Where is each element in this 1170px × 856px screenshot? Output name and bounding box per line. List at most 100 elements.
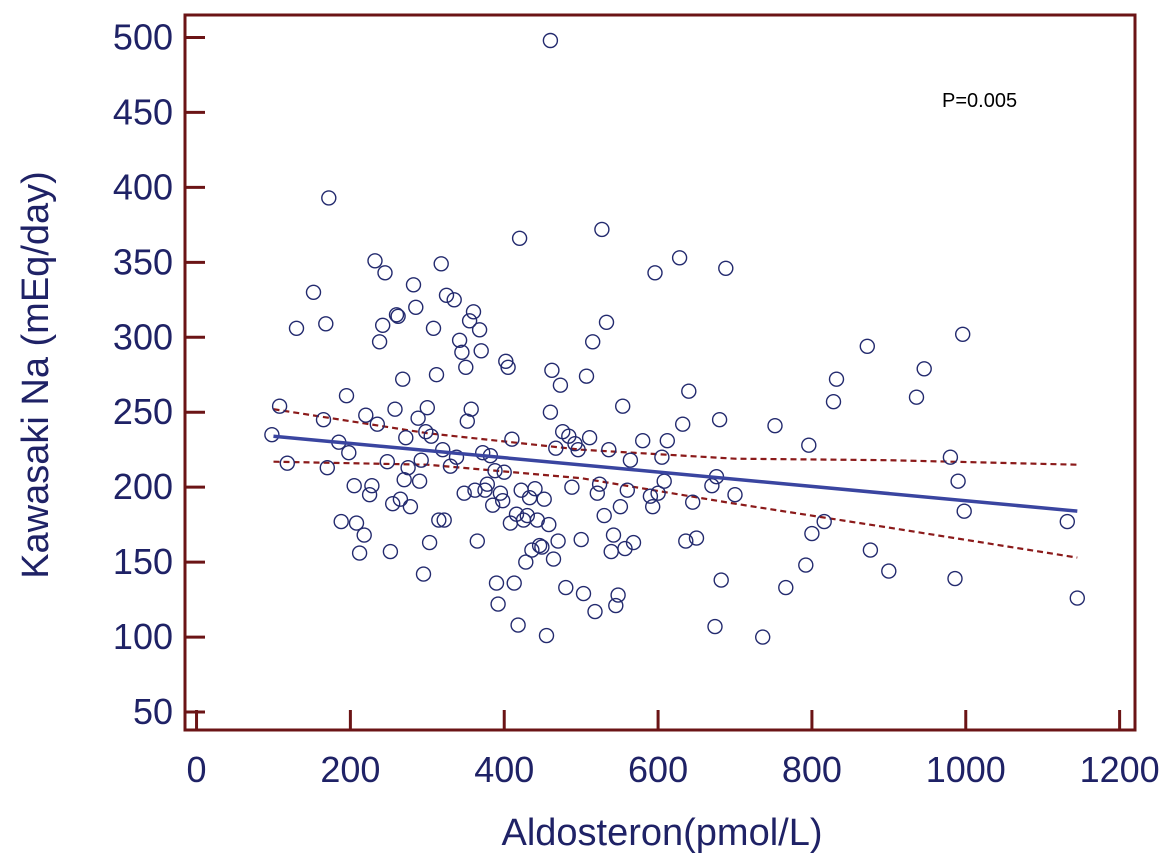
data-point (816, 513, 832, 530)
data-point (333, 513, 349, 530)
data-point (538, 627, 555, 644)
data-point (465, 304, 482, 320)
data-point (425, 320, 442, 336)
data-point (410, 410, 426, 426)
data-point (534, 539, 550, 555)
data-point (642, 488, 659, 504)
data-point (603, 543, 619, 560)
data-point (390, 308, 406, 324)
data-point (645, 499, 661, 515)
y-tick-label: 300 (113, 316, 173, 357)
data-point (681, 383, 697, 399)
data-point (392, 491, 409, 507)
x-tick-label: 800 (782, 749, 842, 790)
data-point (541, 516, 557, 533)
data-point (575, 585, 592, 602)
data-point (288, 320, 305, 336)
data-point (778, 579, 794, 596)
data-point (647, 265, 663, 281)
data-point (798, 557, 814, 573)
data-point (510, 617, 526, 633)
data-point (367, 253, 383, 269)
data-point (492, 485, 509, 501)
data-point (589, 485, 605, 501)
data-point (448, 449, 465, 465)
data-point (385, 496, 401, 512)
data-point (587, 603, 603, 620)
data-point (346, 478, 362, 494)
data-point (377, 265, 393, 281)
x-tick-label: 1200 (1080, 749, 1160, 790)
data-point (454, 344, 470, 360)
data-point (369, 416, 385, 432)
data-point (264, 427, 280, 443)
data-point (382, 543, 399, 560)
y-tick-label: 100 (113, 616, 173, 657)
data-point (578, 368, 595, 384)
data-point (617, 540, 633, 557)
y-tick-label: 250 (113, 391, 173, 432)
data-point (942, 449, 959, 465)
data-point (358, 407, 374, 423)
data-point (524, 542, 540, 558)
data-point (656, 473, 672, 489)
confidence-band (273, 408, 1078, 559)
data-point (321, 190, 337, 206)
data-point (479, 476, 495, 492)
data-point (348, 515, 365, 531)
data-point (400, 460, 416, 476)
y-tick-label: 450 (113, 91, 173, 132)
data-point (431, 512, 447, 528)
data-point (405, 277, 422, 293)
data-point (428, 367, 445, 383)
data-point (500, 359, 516, 375)
p-value-annotation: P=0.005 (942, 90, 1017, 112)
data-point (388, 307, 405, 323)
data-point (573, 531, 589, 548)
data-point (552, 377, 569, 393)
data-point (423, 428, 439, 444)
data-point (487, 463, 503, 479)
data-point (654, 449, 670, 465)
data-point (591, 476, 608, 492)
data-point (545, 551, 562, 567)
data-point (351, 545, 368, 561)
data-point (619, 482, 635, 498)
data-point (688, 530, 705, 546)
data-point (585, 334, 601, 350)
data-point (475, 445, 491, 461)
data-point (704, 478, 720, 494)
x-tick-label: 600 (628, 749, 688, 790)
data-point (675, 416, 691, 432)
data-point (518, 554, 534, 570)
data-point (411, 473, 428, 489)
data-point (542, 32, 559, 49)
data-point (862, 542, 879, 558)
x-tick-label: 1000 (926, 749, 1006, 790)
data-point (804, 525, 820, 542)
data-point (519, 507, 535, 524)
data-point (488, 575, 505, 591)
data-point (570, 442, 586, 458)
y-tick-label: 400 (113, 166, 173, 207)
data-point (361, 487, 378, 503)
data-point (495, 493, 511, 509)
y-axis-title: Kawasaki Na (mEq/day) (15, 171, 57, 579)
data-point (605, 527, 622, 543)
data-point (438, 287, 455, 303)
data-point (413, 452, 429, 468)
data-point (713, 572, 729, 588)
data-point (767, 418, 783, 434)
ci-lower-line (273, 460, 1078, 559)
data-point (531, 537, 548, 554)
data-point (446, 292, 462, 308)
data-point (564, 479, 580, 495)
data-point (859, 338, 875, 354)
data-point (485, 497, 501, 513)
data-point (319, 460, 335, 476)
data-point (594, 221, 610, 238)
data-point (473, 343, 489, 359)
data-point (458, 359, 474, 375)
data-point (387, 401, 403, 417)
data-point (828, 371, 845, 387)
